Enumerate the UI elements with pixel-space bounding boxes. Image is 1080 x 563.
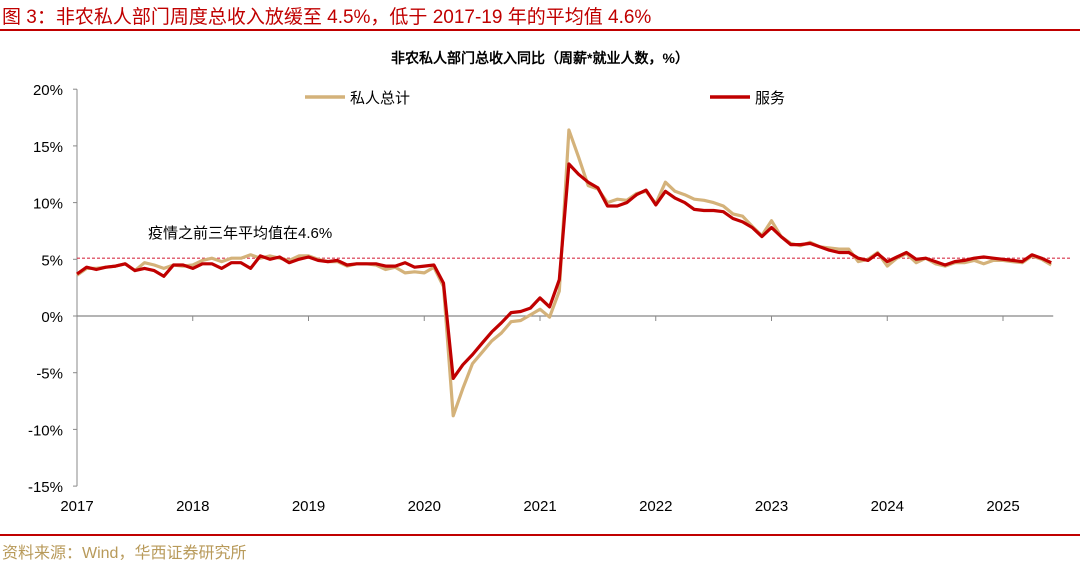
chart-title: 非农私人部门总收入同比（周薪*就业人数，%） (391, 50, 689, 66)
y-tick-label: 5% (41, 252, 63, 269)
x-tick-label: 2019 (292, 498, 325, 515)
series-lines (76, 128, 1053, 418)
series-line-services (76, 162, 1052, 380)
series-line-private-total (76, 128, 1053, 418)
axes: 20% 15% 10% 5% 0% -5% -10% -15% 2017 2018 2019 2020… (28, 82, 1054, 515)
y-tick-label: -10% (28, 422, 63, 439)
legend-label-private-total: 私人总计 (350, 90, 410, 107)
annotation: 疫情之前三年平均值在4.6% (148, 225, 332, 242)
x-tick-label: 2022 (639, 498, 672, 515)
source-note: 资料来源：Wind，华西证券研究所 (2, 545, 247, 562)
legend-label-services: 服务 (755, 90, 785, 107)
y-tick-label: 10% (33, 196, 63, 213)
x-tick-label: 2024 (871, 498, 904, 515)
y-tick-label: -5% (36, 366, 63, 383)
source-rule (0, 534, 1080, 536)
figure-title: 图 3：非农私人部门周度总收入放缓至 4.5%，低于 2017-19 年的平均值… (2, 7, 652, 28)
y-tick-label: 15% (33, 139, 63, 156)
y-tick-label: 0% (41, 309, 63, 326)
legend: 私人总计 服务 (305, 90, 785, 107)
x-tick-label: 2017 (60, 498, 93, 515)
x-tick-label: 2023 (755, 498, 788, 515)
x-tick-label: 2021 (523, 498, 556, 515)
y-tick-label: 20% (33, 82, 63, 99)
y-tick-label: -15% (28, 479, 63, 496)
title-rule (0, 29, 1080, 31)
x-tick-label: 2018 (176, 498, 209, 515)
x-tick-label: 2020 (408, 498, 441, 515)
x-tick-label: 2025 (986, 498, 1019, 515)
